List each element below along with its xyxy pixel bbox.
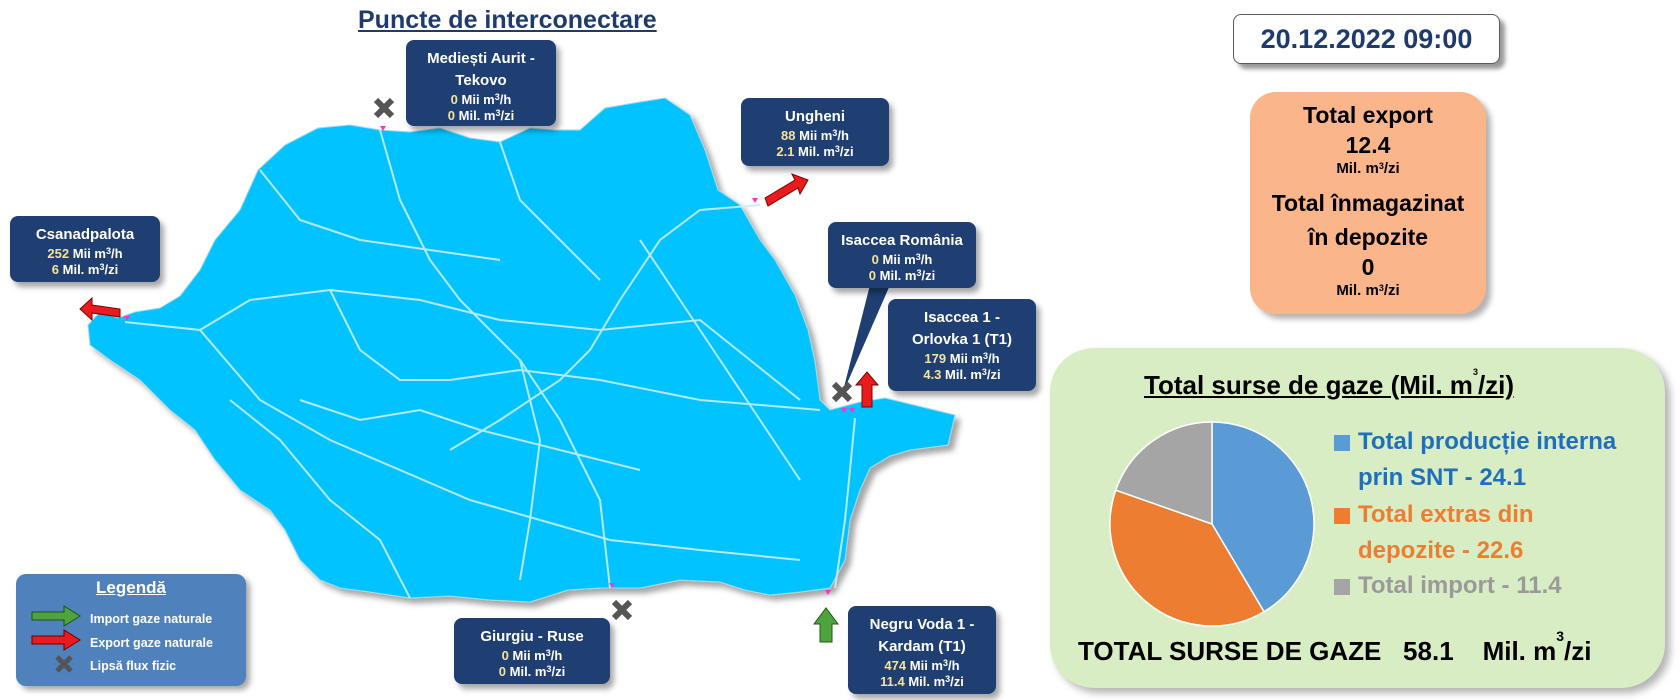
pie-slice-0 xyxy=(1211,421,1315,613)
ip-box-medieu: Mediești Aurit - Tekovo 0 Mii m3/h 0 Mil… xyxy=(406,40,556,126)
chart-title: Total surse de gaze (Mil. m3/zi) xyxy=(1144,367,1515,400)
legend-box: Legendă Import gaze naturale Export gaze… xyxy=(16,574,246,686)
ip-daily: 11.4 Mil. m3/zi xyxy=(880,674,964,689)
export-arrow-csanadpalota xyxy=(79,296,121,322)
pie-slice-1 xyxy=(1109,489,1266,627)
ip-name-2: Tekovo xyxy=(455,72,507,89)
ip-box-giurgiu: Giurgiu - Ruse 0 Mii m3/h 0 Mil. m3/zi xyxy=(454,618,610,684)
ip-name-2: Orlovka 1 (T1) xyxy=(911,331,1013,348)
ip-name: Giurgiu - Ruse xyxy=(480,628,584,645)
ip-name: Isaccea România xyxy=(841,232,963,249)
gas-sources-panel: Total surse de gaze (Mil. m3/zi) Total p… xyxy=(1050,348,1665,688)
legend-swatch-storage xyxy=(1334,508,1350,524)
ip-name: Negru Voda 1 - xyxy=(869,616,975,633)
ip-daily: 0 Mil. m3/zi xyxy=(498,664,566,679)
export-arrow-isaccea xyxy=(854,371,880,408)
ip-name-2: Kardam (T1) xyxy=(878,638,966,655)
ip-daily: 0 Mil. m3/zi xyxy=(868,268,936,283)
ip-hourly: 0 Mii m3/h xyxy=(871,252,933,267)
ip-box-csanadpalota: Csanadpalota 252 Mii m3/h 6 Mil. m3/zi xyxy=(10,216,160,282)
callout-pointer xyxy=(842,285,890,395)
ip-box-negru-voda: Negru Voda 1 - Kardam (T1) 474 Mii m3/h … xyxy=(848,606,996,694)
interconnection-markers xyxy=(124,126,855,595)
ip-name: Mediești Aurit - xyxy=(427,50,535,67)
pipeline-network xyxy=(124,129,856,599)
ip-hourly: 474 Mii m3/h xyxy=(884,658,960,673)
ip-hourly: 0 Mii m3/h xyxy=(501,648,563,663)
ip-hourly: 88 Mii m3/h xyxy=(781,128,849,143)
export-value: 12.4 xyxy=(1345,132,1391,158)
ip-box-ungheni: Ungheni 88 Mii m3/h 2.1 Mil. m3/zi xyxy=(741,98,889,166)
storage-value: 0 xyxy=(1361,254,1375,280)
ip-daily: 2.1 Mil. m3/zi xyxy=(776,144,854,159)
legend-title: Legendă xyxy=(96,578,166,597)
legend-import: Total import - 11.4 xyxy=(1358,572,1562,599)
export-arrow-icon xyxy=(31,629,81,651)
ip-box-isaccea-romania: Isaccea România 0 Mii m3/h 0 Mil. m3/zi xyxy=(828,222,976,288)
page-title[interactable]: Puncte de interconectare xyxy=(358,6,657,34)
totals-box: Total export 12.4 Mil. m3/zi Total înmag… xyxy=(1250,92,1486,314)
ip-name: Ungheni xyxy=(785,108,845,125)
legend-swatch-production xyxy=(1334,435,1350,451)
legend-import: Import gaze naturale xyxy=(90,612,213,626)
legend-production: Total producție interna prin SNT - 24.1 xyxy=(1358,428,1617,491)
pie-slice-2 xyxy=(1114,421,1213,526)
legend-export: Export gaze naturale xyxy=(90,636,213,650)
no-flow-icon-giurgiu xyxy=(611,599,633,621)
export-label: Total export xyxy=(1303,102,1433,128)
no-flow-icon-medieu xyxy=(373,97,395,119)
no-flow-legend-icon xyxy=(55,655,73,673)
import-arrow-negru-voda xyxy=(813,607,839,643)
ip-hourly: 0 Mii m3/h xyxy=(450,92,512,107)
legend-icons xyxy=(31,605,81,673)
ip-daily: 0 Mil. m3/zi xyxy=(447,108,515,123)
export-arrow-ungheni xyxy=(764,173,809,207)
ip-hourly: 179 Mii m3/h xyxy=(924,351,1000,366)
ip-hourly: 252 Mii m3/h xyxy=(47,246,123,261)
ip-name: Isaccea 1 - xyxy=(924,309,1000,326)
export-unit: Mil. m3/zi xyxy=(1336,160,1400,177)
legend-noflow: Lipsă flux fizic xyxy=(90,659,177,673)
import-arrow-icon xyxy=(31,605,81,627)
legend-storage: Total extras din depozite - 22.6 xyxy=(1358,501,1534,564)
datetime-box: 20.12.2022 09:00 xyxy=(1233,14,1500,64)
storage-label-2: în depozite xyxy=(1307,224,1429,250)
total-sources: TOTAL SURSE DE GAZE 58.1 Mil. m3/zi xyxy=(1078,628,1592,666)
ip-name: Csanadpalota xyxy=(35,226,135,243)
storage-label: Total înmagazinat xyxy=(1271,190,1465,216)
no-flow-icon-isaccea-romania xyxy=(831,381,853,403)
pie-chart xyxy=(1109,421,1315,627)
storage-unit: Mil. m3/zi xyxy=(1336,282,1400,299)
ip-daily: 6 Mil. m3/zi xyxy=(51,262,119,277)
legend-swatch-import xyxy=(1334,579,1350,595)
ip-daily: 4.3 Mil. m3/zi xyxy=(923,367,1001,382)
ip-box-isaccea-orlovka: Isaccea 1 - Orlovka 1 (T1) 179 Mii m3/h … xyxy=(888,299,1036,391)
